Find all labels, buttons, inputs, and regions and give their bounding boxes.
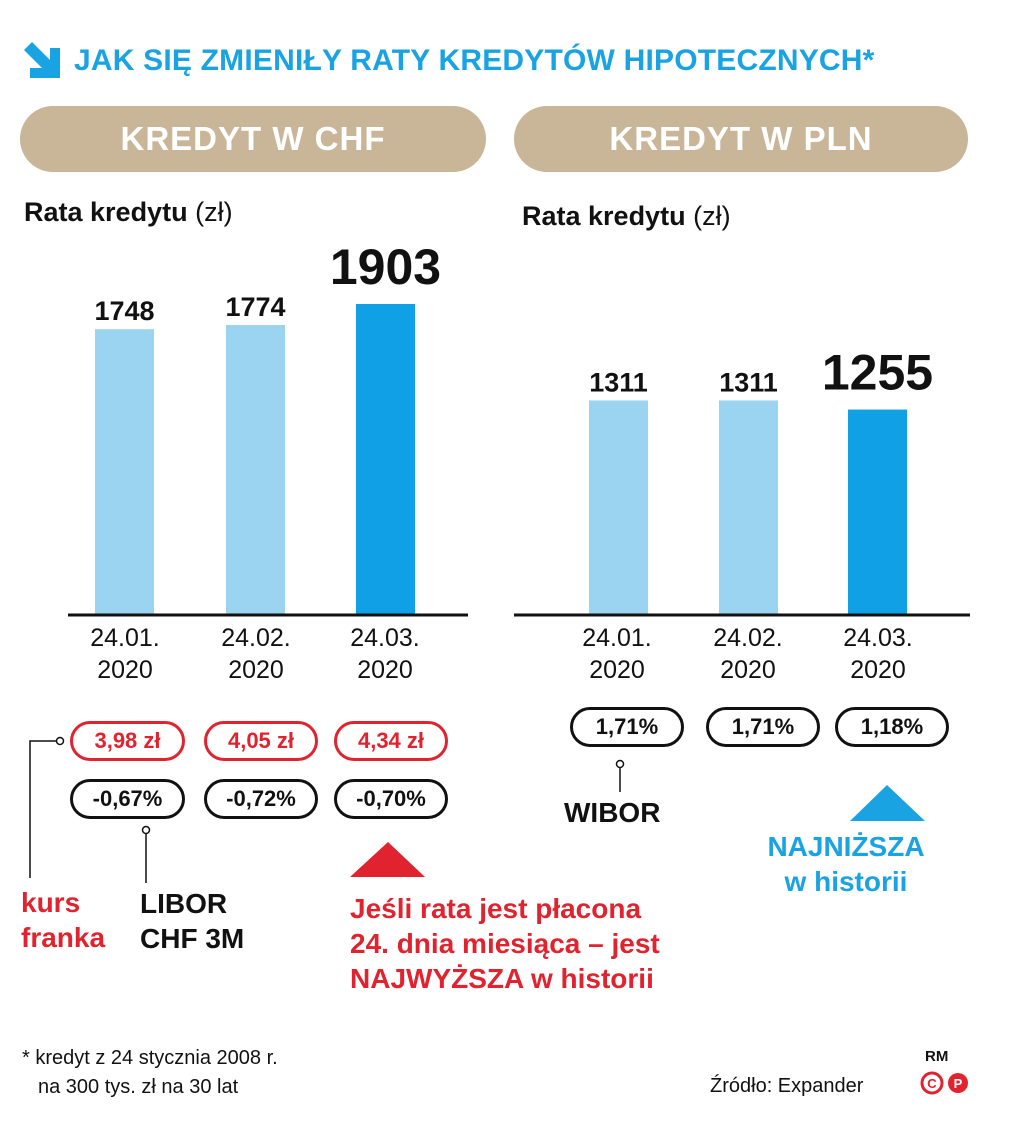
svg-text:C: C bbox=[927, 1076, 937, 1091]
chart-chf: 1748 1774 1903 bbox=[68, 239, 468, 617]
pln-lowest-note: NAJNIŻSZA w historii bbox=[767, 831, 925, 897]
arrow-down-right-icon bbox=[24, 42, 60, 78]
wibor-pill: 1,71% bbox=[706, 707, 820, 747]
bar bbox=[356, 304, 415, 614]
date-label: 24.02. 2020 bbox=[221, 624, 291, 684]
libor-pill: -0,67% bbox=[70, 779, 185, 819]
bar-value-label: 1311 bbox=[589, 367, 648, 397]
page-title: JAK SIĘ ZMIENIŁY RATY KREDYTÓW HIPOTECZN… bbox=[74, 44, 875, 77]
bar bbox=[589, 400, 648, 614]
bar-value-label: 1774 bbox=[225, 292, 285, 322]
chf-highest-note: Jeśli rata jest płacona 24. dnia miesiąca… bbox=[350, 893, 660, 994]
bar bbox=[848, 409, 907, 614]
kurs-connector-dot bbox=[55, 736, 65, 746]
chart-pln: 1311 1311 1255 bbox=[514, 345, 970, 617]
kurs-connector-line bbox=[29, 740, 60, 878]
libor-pill: -0,70% bbox=[334, 779, 448, 819]
rate-label-unit: (zł) bbox=[195, 197, 233, 227]
header-pln: KREDYT W PLN bbox=[514, 106, 968, 172]
bar-value-label: 1255 bbox=[822, 345, 933, 401]
bar bbox=[226, 325, 285, 614]
title-row: JAK SIĘ ZMIENIŁY RATY KREDYTÓW HIPOTECZN… bbox=[22, 36, 875, 86]
kurs-pill: 4,34 zł bbox=[334, 721, 448, 761]
wibor-label: WIBOR bbox=[564, 797, 661, 828]
rate-label-pln: Rata kredytu (zł) bbox=[522, 201, 731, 232]
bar bbox=[719, 400, 778, 614]
copyright-icon: C P bbox=[920, 1071, 968, 1095]
rate-label-main: Rata kredytu bbox=[24, 197, 188, 227]
triangle-up-red-icon bbox=[350, 842, 425, 877]
date-label: 24.01. 2020 bbox=[90, 624, 160, 684]
libor-label: LIBOR CHF 3M bbox=[140, 888, 245, 954]
date-label: 24.02. 2020 bbox=[713, 624, 783, 684]
rate-label-unit: (zł) bbox=[693, 201, 731, 231]
date-label: 24.03. 2020 bbox=[350, 624, 420, 684]
kurs-pill: 4,05 zł bbox=[204, 721, 318, 761]
wibor-pill: 1,71% bbox=[570, 707, 684, 747]
header-chf: KREDYT W CHF bbox=[20, 106, 486, 172]
date-label: 24.01. 2020 bbox=[582, 624, 652, 684]
kurs-pill: 3,98 zł bbox=[70, 721, 185, 761]
libor-connector-dot bbox=[141, 825, 151, 835]
bar-value-label: 1311 bbox=[719, 367, 778, 397]
bar-value-label: 1748 bbox=[94, 296, 154, 326]
bar-value-label: 1903 bbox=[330, 239, 441, 295]
rate-label-main: Rata kredytu bbox=[522, 201, 686, 231]
libor-pill: -0,72% bbox=[204, 779, 318, 819]
rate-label-chf: Rata kredytu (zł) bbox=[24, 197, 233, 228]
bar bbox=[95, 329, 154, 614]
wibor-connector-dot bbox=[615, 759, 625, 769]
footnote: * kredyt z 24 stycznia 2008 r. na 300 tys… bbox=[22, 1047, 278, 1098]
triangle-up-blue-icon bbox=[850, 785, 925, 821]
credit-text: RM bbox=[925, 1048, 949, 1065]
wibor-pill: 1,18% bbox=[835, 707, 949, 747]
date-label: 24.03. 2020 bbox=[843, 624, 913, 684]
svg-text:P: P bbox=[954, 1076, 963, 1091]
kurs-franka-label: kurs franka bbox=[21, 887, 106, 953]
source-text: Źródło: Expander bbox=[710, 1075, 864, 1097]
